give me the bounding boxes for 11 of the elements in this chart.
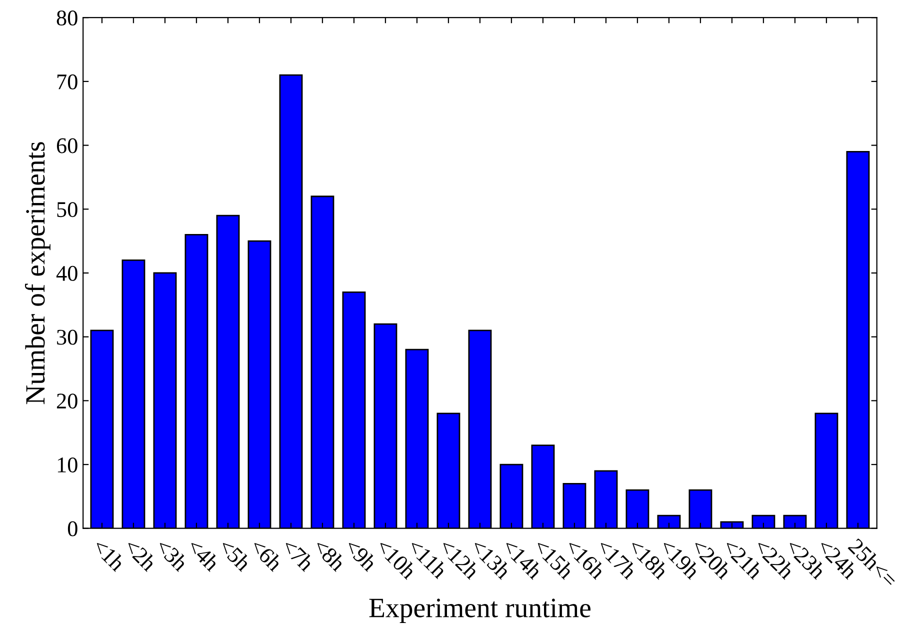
y-tick-label: 0 — [68, 521, 78, 536]
y-tick-label: 70 — [57, 74, 78, 90]
y-axis-title: Number of experiments — [24, 142, 50, 404]
y-tick-label: 40 — [56, 266, 78, 281]
y-tick-label: 20 — [56, 394, 78, 409]
y-tick-label: 60 — [56, 138, 78, 154]
y-tick-label: 10 — [58, 457, 78, 472]
x-axis-title: Experiment runtime — [369, 598, 590, 623]
y-tick-label: 30 — [57, 330, 78, 345]
y-tick-label: 50 — [57, 202, 78, 218]
y-tick-label: 80 — [56, 10, 78, 26]
